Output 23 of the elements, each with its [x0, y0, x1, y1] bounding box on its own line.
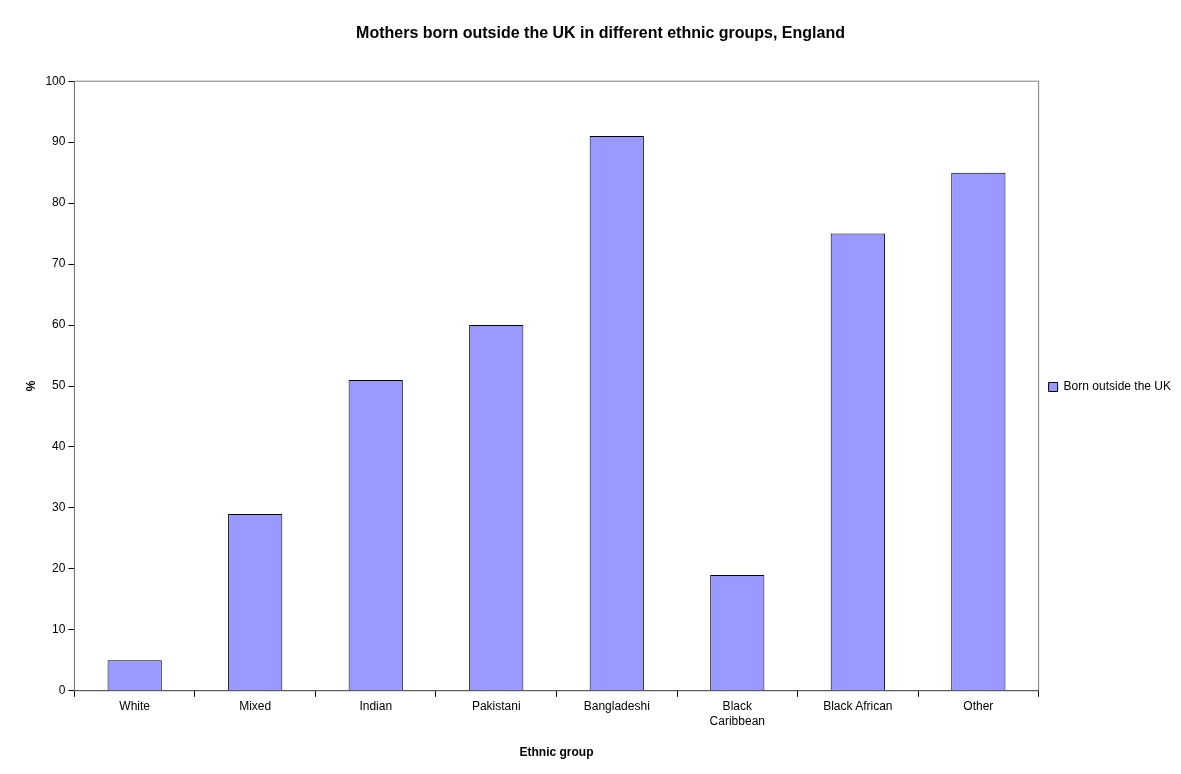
y-tick-label: 80 [52, 195, 66, 210]
y-axis-title: % [23, 380, 38, 392]
x-axis-title: Ethnic group [519, 745, 594, 760]
y-tick-label: 70 [52, 256, 66, 271]
y-tick-label: 0 [58, 683, 66, 698]
y-tick-label: 90 [52, 134, 66, 149]
x-tick-label: Black Caribbean [709, 699, 765, 728]
y-tick-label: 40 [52, 439, 66, 454]
y-tick-label: 30 [52, 500, 66, 515]
chart-title: Mothers born outside the UK in different ethnic groups, England [356, 24, 845, 42]
y-tick-label: 60 [52, 317, 66, 332]
y-tick-label: 100 [45, 73, 66, 88]
x-tick-label: Other [963, 699, 994, 714]
x-tick-label: Pakistani [471, 699, 521, 714]
y-tick-label: 20 [52, 561, 66, 576]
legend-label: Born outside the UK [1063, 379, 1172, 394]
x-tick-label: Mixed [239, 699, 272, 714]
x-tick-label: White [119, 699, 151, 714]
x-tick-label: Bangladeshi [583, 699, 650, 714]
x-tick-label: Indian [359, 699, 393, 714]
y-tick-label: 50 [52, 378, 66, 393]
x-tick-label: Black African [823, 699, 893, 714]
y-tick-label: 10 [52, 622, 66, 637]
